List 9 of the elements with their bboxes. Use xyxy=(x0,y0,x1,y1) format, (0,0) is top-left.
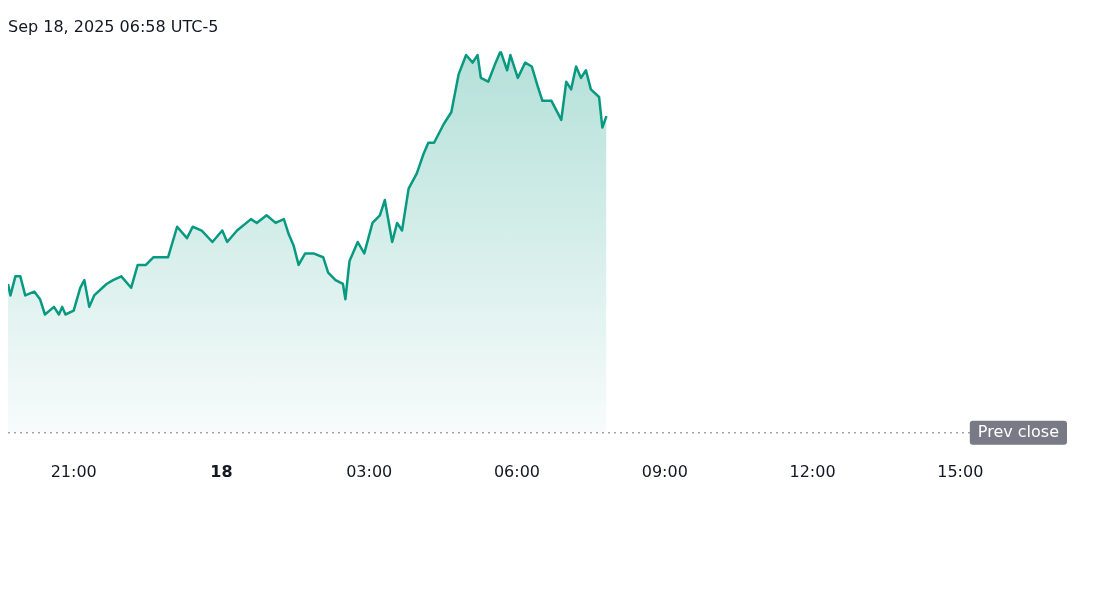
x-tick-label: 21:00 xyxy=(50,461,97,481)
x-tick-label: 06:00 xyxy=(493,461,541,481)
x-tick-label: 03:00 xyxy=(346,461,393,481)
x-tick-label: 15:00 xyxy=(937,461,984,481)
x-tick-label: 12:00 xyxy=(789,461,836,481)
ref-line-label: Prev close xyxy=(977,421,1059,441)
chart-title: Sep 18, 2025 06:58 UTC-5 xyxy=(8,16,219,36)
x-tick-label: 09:00 xyxy=(641,461,688,481)
x-tick-label: 18 xyxy=(210,461,233,481)
